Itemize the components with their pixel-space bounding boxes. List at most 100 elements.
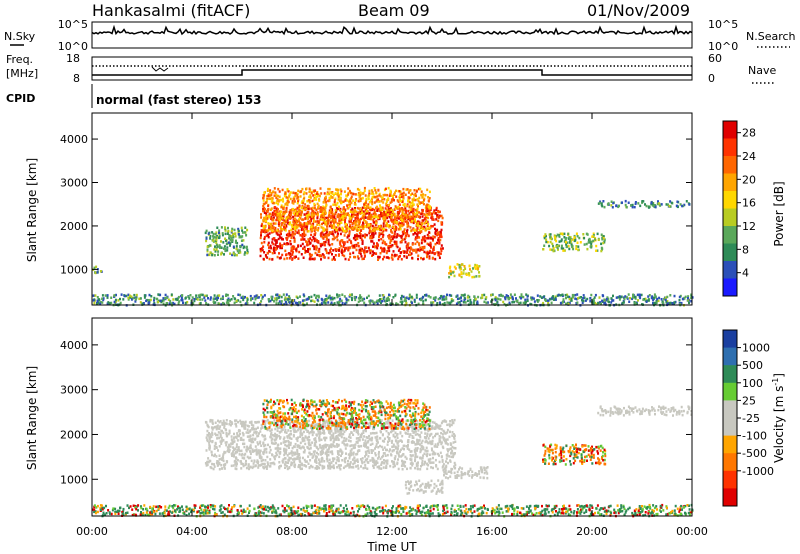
range-cell [419,456,422,460]
range-cell [359,207,362,211]
range-cell [337,213,340,216]
range-cell [425,215,428,219]
range-cell [244,295,246,299]
range-cell [293,197,296,201]
range-cell [232,450,235,453]
range-cell [145,299,148,303]
range-cell [288,297,291,300]
range-cell [516,299,519,302]
range-cell [386,299,388,302]
range-cell [341,248,343,251]
range-cell [383,193,386,197]
range-cell [295,430,298,433]
range-cell [557,248,559,251]
range-cell [206,248,209,251]
range-cell [571,295,574,299]
range-cell [261,297,264,300]
range-cell [332,234,335,237]
range-cell [473,302,475,305]
range-cell [224,249,227,253]
range-cell [205,239,208,243]
range-cell [193,297,196,301]
range-cell [431,238,434,241]
range-cell [441,466,444,469]
range-cell [348,463,351,467]
range-cell [565,237,568,240]
range-cell [350,451,353,455]
range-cell [266,217,269,220]
range-cell [218,458,221,461]
range-cell [237,227,240,231]
range-cell [469,268,471,271]
range-cell [266,256,269,259]
range-cell [599,301,602,304]
range-cell [320,446,323,450]
range-cell [271,462,274,465]
range-cell [216,226,219,229]
range-cell [356,227,359,230]
range-cell [391,419,394,422]
range-cell [340,464,342,467]
range-cell [292,247,295,250]
range-cell [410,247,413,251]
range-cell [421,222,424,226]
range-cell [342,432,345,436]
range-cell [389,201,392,204]
range-cell [272,226,275,230]
range-cell [385,243,388,246]
range-cell [422,300,425,303]
range-cell [269,462,272,465]
range-cell [182,301,184,304]
range-cell [560,247,563,250]
range-cell [233,228,236,232]
range-cell [132,296,135,300]
range-cell [379,437,382,440]
range-cell [311,441,314,444]
range-cell [303,191,306,194]
range-cell [509,296,512,299]
freq-panel [91,56,693,81]
range-cell [288,456,291,460]
range-cell [590,293,593,297]
range-cell [331,465,334,469]
range-cell [343,254,346,258]
range-cell [422,446,425,449]
range-cell [562,247,565,250]
range-cell [376,299,379,303]
range-cell [401,200,404,203]
range-cell [221,421,224,425]
range-cell [423,237,426,240]
range-cell [315,433,318,436]
range-cell [290,236,293,240]
range-cell [297,214,300,217]
range-cell [320,192,323,195]
range-cell [385,297,388,300]
range-cell [196,298,199,301]
range-cell [298,453,301,457]
range-cell [486,301,489,304]
range-cell [669,200,672,203]
range-cell [356,229,359,232]
range-cell [275,201,278,205]
range-cell [427,196,430,199]
range-cell [421,236,424,239]
range-cell [426,209,429,213]
range-cell [228,237,231,240]
range-cell [339,214,342,217]
range-cell [360,460,363,463]
range-cell [430,301,433,304]
range-cell [430,432,433,436]
range-cell [286,435,289,438]
range-cell [115,293,117,297]
range-cell [349,203,352,206]
range-cell [422,257,425,261]
range-cell [326,192,329,196]
range-cell [322,205,325,208]
range-cell [292,220,295,224]
range-cell [384,210,387,214]
range-cell [314,237,317,241]
range-cell [428,251,431,255]
range-cell [279,246,282,250]
range-cell [403,205,406,208]
range-cell [243,457,246,460]
